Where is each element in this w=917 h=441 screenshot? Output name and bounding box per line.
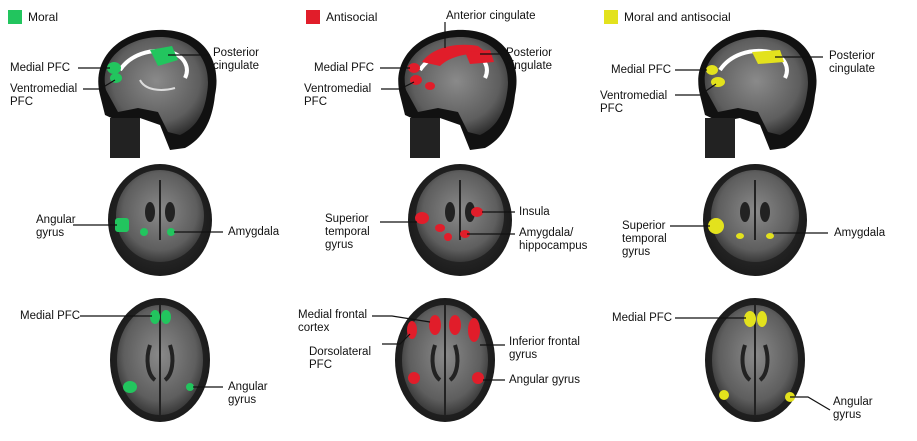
label-line: cortex <box>298 322 330 334</box>
antisocial-amygdala-hippocampus-label: Amygdala/ hippocampus <box>519 227 587 253</box>
leader-lines <box>73 22 831 411</box>
both-activations <box>706 50 795 402</box>
label-line: Angular <box>228 381 268 393</box>
label-line: Posterior <box>506 47 553 59</box>
label-line: Amygdala/ <box>519 227 574 239</box>
label-line: PFC <box>304 96 327 108</box>
moral-ventromedial-pfc-label: Ventromedial PFC <box>10 83 77 109</box>
both-axial-medial-pfc-label: Medial PFC <box>612 312 673 324</box>
legend-both-label: Moral and antisocial <box>624 10 731 24</box>
moral-activations <box>107 46 194 393</box>
label-line: PFC <box>10 96 33 108</box>
label-line: Ventromedial <box>304 83 372 95</box>
both-axial-scan <box>705 298 805 422</box>
label-line: Angular <box>833 396 873 408</box>
label-line: temporal <box>622 233 667 245</box>
moral-angular-gyrus-label: Angular gyrus <box>36 214 76 240</box>
antisocial-anterior-cingulate-label: Anterior cingulate <box>446 10 536 22</box>
both-sagittal-scan <box>698 29 817 158</box>
antisocial-ventromedial-pfc-label: Ventromedial PFC <box>304 83 371 109</box>
label-line: gyrus <box>509 349 538 361</box>
label-line: PFC <box>600 103 623 115</box>
antisocial-axial-scan <box>395 298 495 422</box>
label-line: cingulate <box>829 63 876 75</box>
label-line: temporal <box>325 226 370 238</box>
moral-amygdala-label: Amygdala <box>228 226 280 238</box>
legend-antisocial-label: Antisocial <box>326 10 378 24</box>
antisocial-angular-gyrus-label: Angular gyrus <box>509 374 580 386</box>
legend-both: Moral and antisocial <box>604 10 731 24</box>
antisocial-superior-temporal-gyrus-label: Superior temporal gyrus <box>325 213 370 252</box>
antisocial-medial-pfc-label: Medial PFC <box>314 62 375 74</box>
legend-antisocial: Antisocial <box>306 10 377 24</box>
label-line: gyrus <box>833 409 862 421</box>
label-line: hippocampus <box>519 240 588 252</box>
both-medial-pfc-label: Medial PFC <box>611 64 672 76</box>
moral-medial-pfc-label: Medial PFC <box>10 62 71 74</box>
both-coronal-scan <box>703 164 807 276</box>
moral-axial-medial-pfc-label: Medial PFC <box>20 310 81 322</box>
antisocial-posterior-cingulate-label: Posterior cingulate <box>506 47 552 73</box>
label-line: Angular <box>36 214 76 226</box>
label-line: Inferior frontal <box>509 336 580 348</box>
both-superior-temporal-gyrus-label: Superior temporal gyrus <box>622 220 667 259</box>
label-line: Dorsolateral <box>309 346 371 358</box>
label-line: Superior <box>325 213 369 225</box>
label-line: Superior <box>622 220 666 232</box>
legend-moral-label: Moral <box>28 10 59 24</box>
label-line: gyrus <box>325 239 354 251</box>
antisocial-inferior-frontal-gyrus-label: Inferior frontal gyrus <box>509 336 580 362</box>
label-line: Ventromedial <box>600 90 668 102</box>
legend-moral: Moral <box>8 10 58 24</box>
label-line: gyrus <box>228 394 257 406</box>
both-amygdala-label: Amygdala <box>834 227 886 239</box>
moral-axial-angular-gyrus-label: Angular gyrus <box>228 381 268 407</box>
antisocial-dorsolateral-pfc-label: Dorsolateral PFC <box>309 346 371 372</box>
label-line: Posterior <box>213 47 260 59</box>
antisocial-medial-frontal-cortex-label: Medial frontal cortex <box>298 309 367 335</box>
label-line: PFC <box>309 359 332 371</box>
label-line: gyrus <box>36 227 65 239</box>
antisocial-swatch <box>306 10 320 24</box>
label-line: gyrus <box>622 246 651 258</box>
both-axial-angular-gyrus-label: Angular gyrus <box>833 396 873 422</box>
label-line: Medial frontal <box>298 309 368 321</box>
both-ventromedial-pfc-label: Ventromedial PFC <box>600 90 667 116</box>
label-line: cingulate <box>213 60 260 72</box>
moral-coronal-scan <box>108 164 212 276</box>
label-line: Ventromedial <box>10 83 78 95</box>
antisocial-activations <box>407 44 494 384</box>
antisocial-insula-label: Insula <box>519 206 550 218</box>
label-line: Posterior <box>829 50 876 62</box>
antisocial-coronal-scan <box>408 164 512 276</box>
moral-swatch <box>8 10 22 24</box>
both-posterior-cingulate-label: Posterior cingulate <box>829 50 875 76</box>
label-line: cingulate <box>506 60 553 72</box>
both-swatch <box>604 10 618 24</box>
moral-posterior-cingulate-label: Posterior cingulate <box>213 47 259 73</box>
